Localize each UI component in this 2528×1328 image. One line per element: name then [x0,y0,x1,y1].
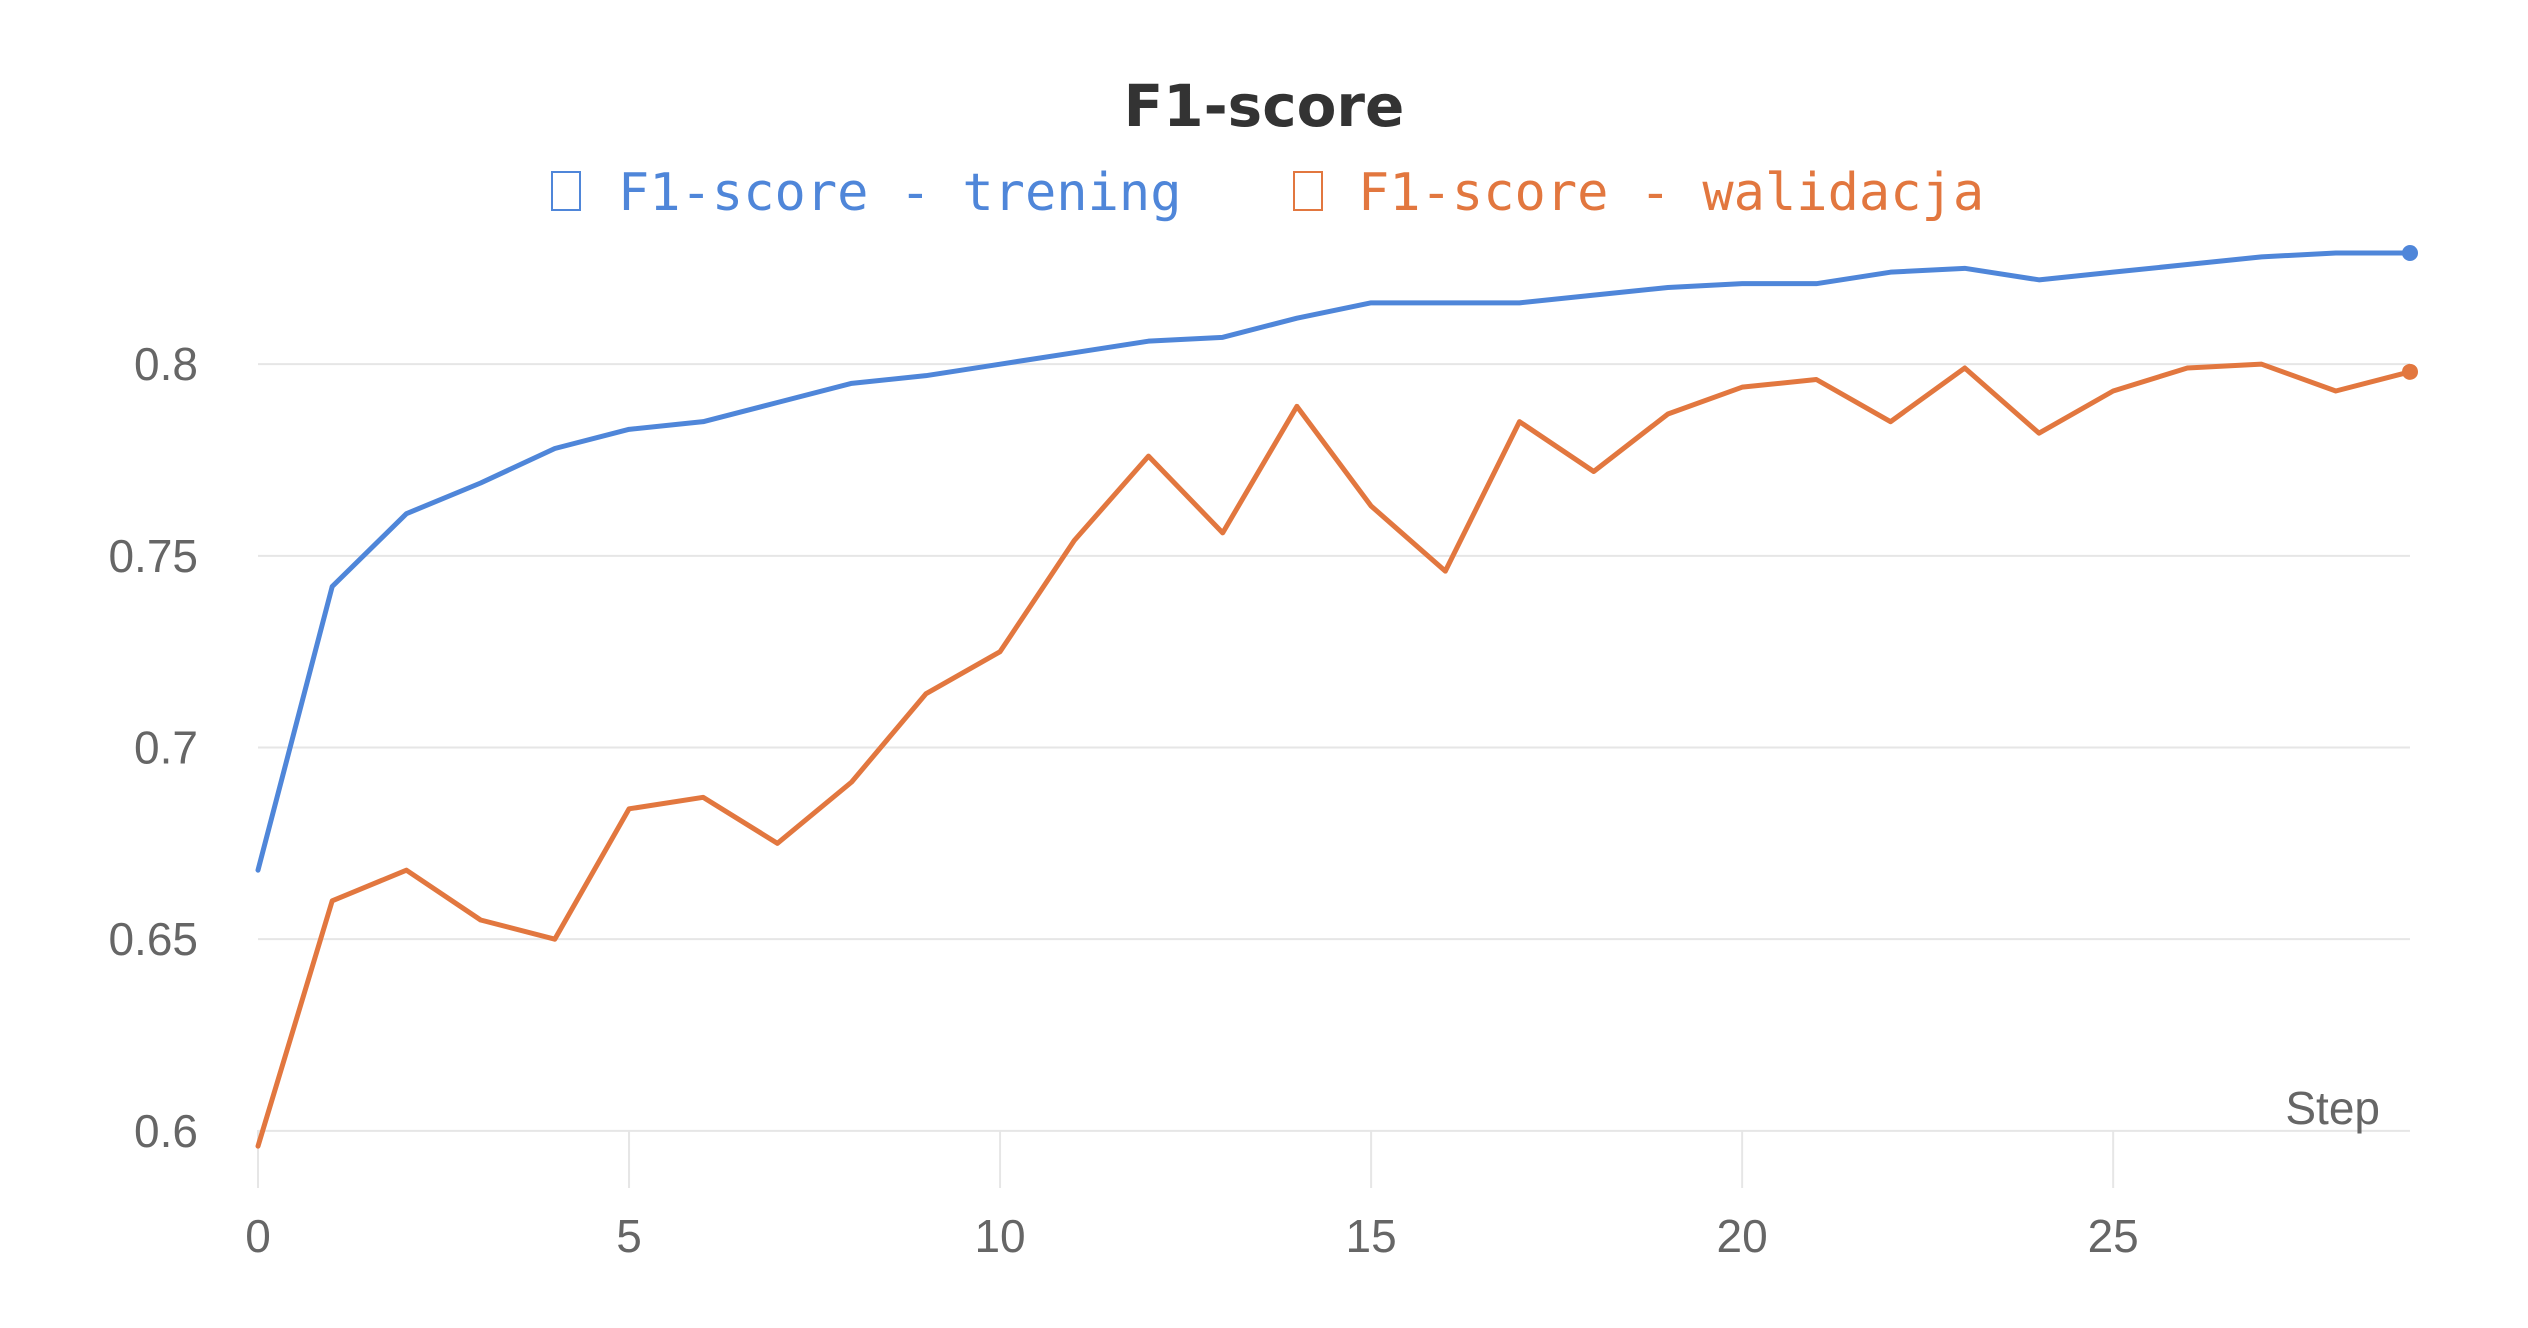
x-tick-label: 5 [616,1210,642,1262]
series-end-point[interactable] [2402,363,2418,380]
y-axis: 0.6 0.65 0.7 0.75 0.8 [108,338,198,1157]
x-tick-label: 10 [974,1210,1025,1262]
series-layer [255,245,2418,1149]
series-walidacja [255,361,2418,1149]
series-line [255,250,2413,873]
series-trening [255,245,2418,873]
grid-layer [258,363,2410,1132]
x-tick-label: 25 [2088,1210,2139,1262]
y-tick-label: 0.65 [108,913,198,965]
legend-label-trening: F1-score - trening [618,163,1182,223]
series-line [255,361,2413,1149]
x-axis-label: Step [2285,1082,2380,1134]
legend-swatch-walidacja [1293,171,1323,211]
x-tick-label: 20 [1717,1210,1768,1262]
x-axis: 0 5 10 15 20 25 [245,1130,2139,1262]
legend-item-trening[interactable]: F1-score - trening [551,163,1182,223]
y-tick-label: 0.6 [134,1105,198,1157]
legend-swatch-trening [551,171,581,211]
legend: F1-score - trening F1-score - walidacja [551,163,1984,223]
x-tick-label: 0 [245,1210,271,1262]
legend-label-walidacja: F1-score - walidacja [1358,163,1984,223]
y-tick-label: 0.7 [134,722,198,774]
y-tick-label: 0.75 [108,530,198,582]
series-end-point[interactable] [2402,245,2418,261]
y-tick-label: 0.8 [134,338,198,390]
x-tick-label: 15 [1346,1210,1397,1262]
chart-title: F1-score [1124,72,1405,140]
legend-item-walidacja[interactable]: F1-score - walidacja [1293,163,1984,223]
